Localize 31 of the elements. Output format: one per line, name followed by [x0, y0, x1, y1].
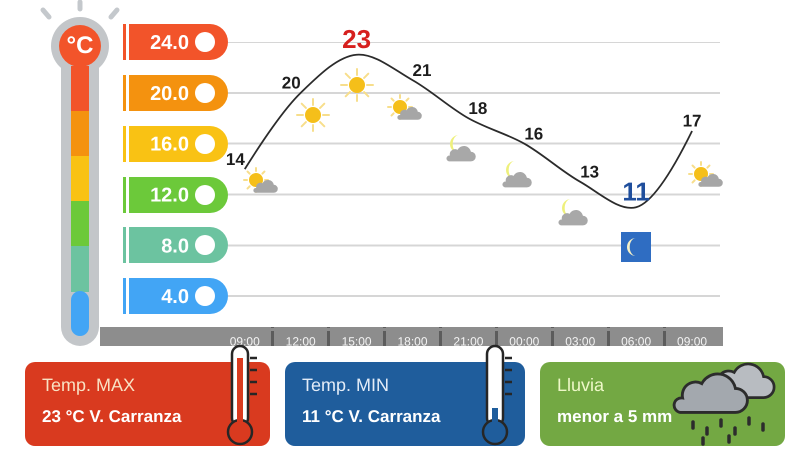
data-label: 18	[468, 99, 488, 118]
data-label: 11	[622, 176, 650, 207]
y-tick-label: 20.0	[150, 82, 189, 105]
x-tick-label: 12:00	[286, 334, 316, 348]
data-label: 16	[524, 124, 544, 144]
text: Temp. MIN	[302, 374, 390, 396]
text: 23 °C V. Carranza	[42, 406, 182, 427]
data-label: 13	[580, 162, 600, 182]
text: Lluvia	[557, 374, 604, 396]
y-tick-label: 4.0	[161, 286, 189, 308]
data-label: 17	[682, 112, 702, 131]
data-label: 21	[412, 60, 432, 80]
x-tick-label: 00:00	[509, 334, 540, 348]
x-tick-label: 09:00	[677, 334, 708, 348]
data-label: 14	[226, 150, 246, 169]
x-tick-label: 09:00	[230, 334, 260, 348]
x-tick-label: 15:00	[342, 334, 372, 348]
x-tick-label: 21:00	[453, 334, 484, 348]
y-tick-label: 12.0	[150, 184, 189, 207]
text: menor a 5 mm	[557, 406, 672, 427]
y-axis-title: °C	[66, 32, 94, 60]
x-tick-label: 03:00	[565, 334, 596, 348]
text: Temp. MAX	[42, 374, 136, 396]
text: 11 °C V. Carranza	[302, 406, 440, 427]
y-tick-label: 16.0	[150, 134, 189, 156]
y-tick-label: 24.0	[150, 32, 189, 54]
data-label: 23	[342, 24, 372, 54]
x-tick-label: 18:00	[397, 334, 428, 348]
y-tick-label: 8.0	[161, 235, 189, 258]
x-tick-label: 06:00	[621, 334, 652, 348]
data-label: 20	[282, 74, 301, 93]
